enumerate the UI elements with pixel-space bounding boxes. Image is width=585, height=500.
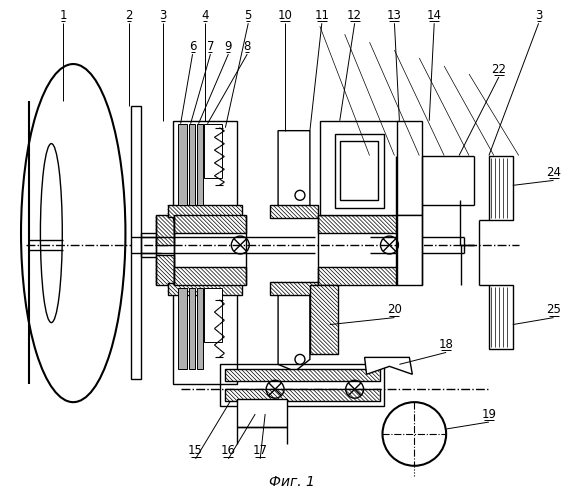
Text: 8: 8 (243, 40, 251, 52)
Bar (335, 134, 384, 208)
Text: 17: 17 (253, 444, 268, 458)
Bar (178, 124, 187, 205)
Text: 14: 14 (426, 9, 442, 22)
Bar (174, 215, 246, 233)
Text: 6: 6 (189, 40, 197, 52)
Text: 1: 1 (60, 9, 67, 22)
Bar (221, 364, 384, 406)
Bar (489, 156, 513, 220)
Text: 12: 12 (347, 9, 362, 22)
Bar (489, 285, 513, 350)
Circle shape (295, 354, 305, 364)
Text: 19: 19 (481, 408, 497, 420)
Text: 7: 7 (207, 40, 214, 52)
Text: 11: 11 (314, 9, 329, 22)
Text: 5: 5 (245, 9, 252, 22)
Bar (205, 124, 222, 178)
Bar (238, 399, 287, 427)
Bar (197, 288, 202, 370)
Bar (318, 215, 397, 233)
Bar (310, 285, 338, 354)
Text: 4: 4 (202, 9, 209, 22)
Bar (131, 106, 141, 380)
Bar (188, 288, 195, 370)
Text: 9: 9 (225, 40, 232, 52)
Bar (178, 288, 187, 370)
Bar (270, 205, 318, 218)
Bar (168, 283, 242, 294)
Bar (174, 267, 246, 285)
Text: 18: 18 (439, 338, 453, 351)
Bar (197, 124, 202, 205)
Bar (225, 389, 380, 401)
Bar (173, 285, 238, 384)
Text: 20: 20 (387, 303, 402, 316)
Bar (270, 282, 318, 294)
Text: 2: 2 (125, 9, 133, 22)
Bar (168, 205, 242, 217)
Bar (156, 215, 174, 245)
Text: 10: 10 (278, 9, 292, 22)
Text: 13: 13 (387, 9, 402, 22)
Text: 3: 3 (535, 9, 542, 22)
Bar (320, 120, 400, 215)
Bar (205, 288, 222, 343)
Text: 22: 22 (491, 62, 507, 76)
Polygon shape (278, 285, 310, 372)
Text: 25: 25 (546, 303, 561, 316)
Bar (156, 255, 174, 285)
Bar (340, 140, 377, 200)
Circle shape (295, 190, 305, 200)
Bar (318, 267, 397, 285)
Bar (225, 370, 380, 382)
Bar (397, 215, 422, 285)
Text: Фиг. 1: Фиг. 1 (269, 474, 315, 488)
Bar (173, 120, 238, 220)
Text: 24: 24 (546, 166, 561, 179)
Bar (397, 120, 422, 215)
Text: 3: 3 (159, 9, 166, 22)
Polygon shape (364, 358, 412, 374)
Text: 15: 15 (188, 444, 203, 458)
Text: 16: 16 (221, 444, 236, 458)
Bar (188, 124, 195, 205)
Polygon shape (278, 130, 310, 217)
